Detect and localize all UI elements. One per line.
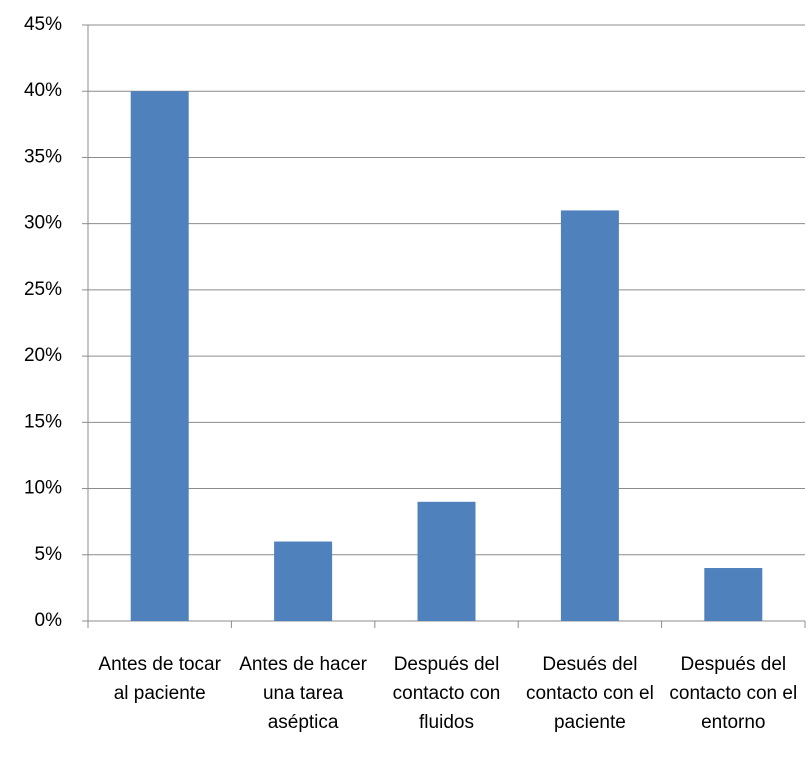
bar bbox=[274, 541, 333, 621]
y-tick-label: 5% bbox=[35, 544, 63, 565]
bar bbox=[560, 210, 619, 621]
y-tick-label: 15% bbox=[24, 411, 62, 432]
y-tick-label: 25% bbox=[24, 279, 62, 300]
x-tick-label: Después del contacto con el entorno bbox=[669, 654, 798, 733]
x-tick-label: Desués del contacto con el paciente bbox=[525, 654, 654, 733]
y-tick-label: 10% bbox=[24, 478, 62, 499]
bar bbox=[704, 568, 763, 621]
bar bbox=[130, 91, 189, 621]
x-tick-label: Antes de tocar al paciente bbox=[98, 654, 221, 704]
y-tick-label: 40% bbox=[24, 80, 62, 101]
y-tick-label: 35% bbox=[24, 146, 62, 167]
y-tick-label: 45% bbox=[24, 14, 62, 35]
y-tick-label: 0% bbox=[35, 610, 63, 631]
y-tick-label: 30% bbox=[24, 213, 62, 234]
y-tick-label: 20% bbox=[24, 345, 62, 366]
bar bbox=[417, 501, 476, 621]
x-tick-label: Después del contacto con fluidos bbox=[392, 654, 501, 733]
x-tick-label: Antes de hacer una tarea aséptica bbox=[239, 654, 367, 733]
